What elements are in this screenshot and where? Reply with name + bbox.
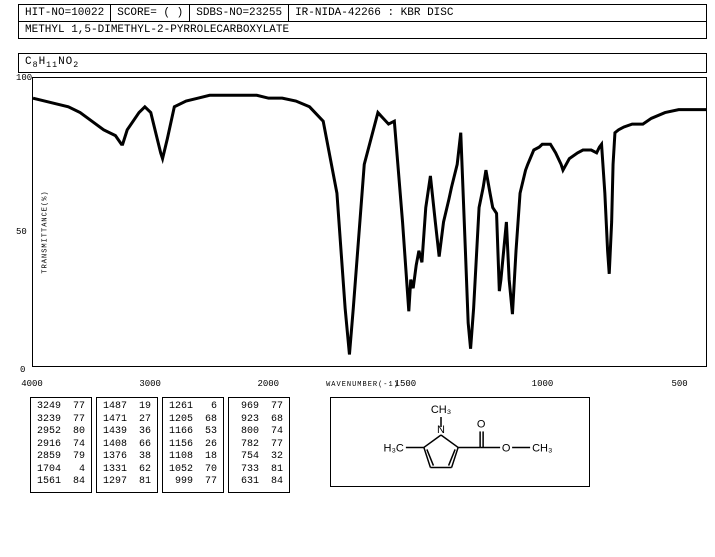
peak-row: 3239 77 — [37, 414, 85, 427]
peak-row: 923 68 — [235, 414, 283, 427]
peak-row: 1331 62 — [103, 464, 151, 477]
compound-name: METHYL 1,5-DIMETHYL-2-PYRROLECARBOXYLATE — [18, 22, 707, 39]
peak-row: 800 74 — [235, 426, 283, 439]
peak-row: 1487 19 — [103, 401, 151, 414]
peak-row: 1408 66 — [103, 439, 151, 452]
svg-text:CH₃: CH₃ — [431, 404, 451, 416]
peak-row: 1561 84 — [37, 476, 85, 489]
peak-row: 1376 38 — [103, 451, 151, 464]
peak-row: 631 84 — [235, 476, 283, 489]
peak-row: 1166 53 — [169, 426, 217, 439]
svg-text:H₃C: H₃C — [384, 443, 404, 455]
sdbs-no-cell: SDBS-NO=23255 — [190, 5, 289, 21]
peak-row: 1261 6 — [169, 401, 217, 414]
peak-row: 2952 80 — [37, 426, 85, 439]
peak-row: 1704 4 — [37, 464, 85, 477]
peak-tables: 3249 773239 772952 802916 742859 791704 … — [30, 397, 290, 493]
y-tick: 100 — [16, 73, 32, 83]
peak-row: 1297 81 — [103, 476, 151, 489]
svg-text:O: O — [502, 443, 511, 455]
y-tick: 0 — [20, 365, 25, 375]
ir-info-cell: IR-NIDA-42266 : KBR DISC — [289, 5, 706, 21]
peak-column: 3249 773239 772952 802916 742859 791704 … — [30, 397, 92, 493]
peak-column: 969 77 923 68 800 74 782 77 754 32 733 8… — [228, 397, 290, 493]
peak-row: 3249 77 — [37, 401, 85, 414]
peak-column: 1487 191471 271439 361408 661376 381331 … — [96, 397, 158, 493]
plot-area — [32, 77, 707, 367]
ir-spectrum-chart: TRANSMITTANCE(%) 100 50 0 40003000200015… — [18, 77, 707, 387]
peak-row: 1052 70 — [169, 464, 217, 477]
peak-row: 2916 74 — [37, 439, 85, 452]
peak-column: 1261 61205 681166 531156 261108 181052 7… — [162, 397, 224, 493]
svg-text:O: O — [477, 419, 486, 431]
structure-svg: NCH₃H₃COOCH₃ — [331, 398, 591, 488]
svg-text:CH₃: CH₃ — [532, 443, 552, 455]
peak-row: 1108 18 — [169, 451, 217, 464]
structure-diagram: NCH₃H₃COOCH₃ — [330, 397, 590, 487]
peak-row: 754 32 — [235, 451, 283, 464]
peak-row: 1471 27 — [103, 414, 151, 427]
peak-row: 1205 68 — [169, 414, 217, 427]
peak-row: 999 77 — [169, 476, 217, 489]
peak-row: 733 81 — [235, 464, 283, 477]
hit-no-cell: HIT-NO=10022 — [19, 5, 111, 21]
peak-row: 1156 26 — [169, 439, 217, 452]
score-cell: SCORE= ( ) — [111, 5, 190, 21]
spectrum-line — [33, 78, 706, 366]
peak-row: 969 77 — [235, 401, 283, 414]
molecular-formula: C8H11NO2 — [18, 53, 707, 73]
y-tick: 50 — [16, 227, 27, 237]
x-axis-label: WAVENUMBER(-1) — [18, 381, 707, 389]
peak-row: 1439 36 — [103, 426, 151, 439]
peak-row: 782 77 — [235, 439, 283, 452]
header-bar: HIT-NO=10022 SCORE= ( ) SDBS-NO=23255 IR… — [18, 4, 707, 22]
peak-row: 2859 79 — [37, 451, 85, 464]
